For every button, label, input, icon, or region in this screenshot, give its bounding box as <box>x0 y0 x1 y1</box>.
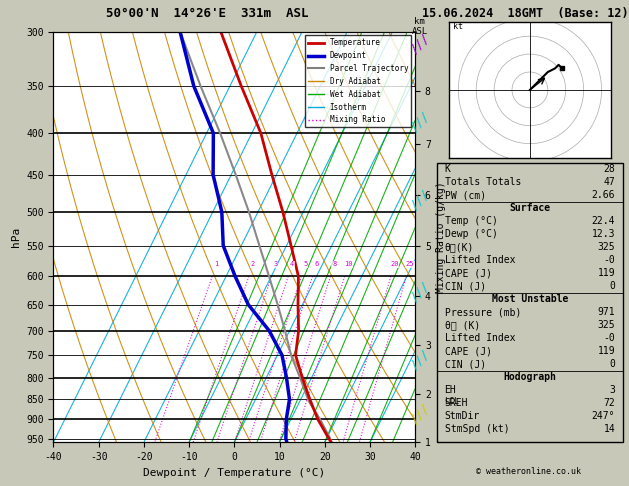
Text: SREH: SREH <box>445 398 468 408</box>
Text: PW (cm): PW (cm) <box>445 190 486 200</box>
Text: 119: 119 <box>598 268 615 278</box>
Text: 22.4: 22.4 <box>592 216 615 226</box>
Text: ///: /// <box>408 109 433 134</box>
Text: Surface: Surface <box>509 203 550 213</box>
Text: 325: 325 <box>598 242 615 252</box>
Text: 14: 14 <box>604 424 615 434</box>
Text: Hodograph: Hodograph <box>503 372 557 382</box>
Text: 247°: 247° <box>592 411 615 421</box>
Text: θᴄ (K): θᴄ (K) <box>445 320 480 330</box>
Text: 2: 2 <box>251 261 255 267</box>
Text: 0: 0 <box>610 359 615 369</box>
Text: Temp (°C): Temp (°C) <box>445 216 498 226</box>
Text: 20: 20 <box>390 261 399 267</box>
Text: 72: 72 <box>604 398 615 408</box>
Text: 971: 971 <box>598 307 615 317</box>
Text: © weatheronline.co.uk: © weatheronline.co.uk <box>476 467 581 476</box>
Text: 2.66: 2.66 <box>592 190 615 200</box>
Text: K: K <box>445 164 450 174</box>
Text: km
ASL: km ASL <box>411 17 428 36</box>
Text: StmSpd (kt): StmSpd (kt) <box>445 424 509 434</box>
Text: Lifted Index: Lifted Index <box>445 255 515 265</box>
Text: 47: 47 <box>604 177 615 187</box>
Text: 50°00'N  14°26'E  331m  ASL: 50°00'N 14°26'E 331m ASL <box>106 7 309 20</box>
Text: Lifted Index: Lifted Index <box>445 333 515 343</box>
Text: 3: 3 <box>274 261 277 267</box>
Text: 10: 10 <box>344 261 353 267</box>
Y-axis label: hPa: hPa <box>11 227 21 247</box>
Text: CIN (J): CIN (J) <box>445 359 486 369</box>
Text: CAPE (J): CAPE (J) <box>445 346 492 356</box>
Text: ///: /// <box>408 401 433 426</box>
Text: Pressure (mb): Pressure (mb) <box>445 307 521 317</box>
Text: 0: 0 <box>610 281 615 291</box>
Text: Totals Totals: Totals Totals <box>445 177 521 187</box>
Text: 15.06.2024  18GMT  (Base: 12): 15.06.2024 18GMT (Base: 12) <box>422 7 628 20</box>
Text: 3: 3 <box>610 385 615 395</box>
Text: 119: 119 <box>598 346 615 356</box>
Text: θᴄ(K): θᴄ(K) <box>445 242 474 252</box>
Text: Most Unstable: Most Unstable <box>492 294 568 304</box>
Text: 6: 6 <box>314 261 318 267</box>
Text: LCL: LCL <box>444 397 459 406</box>
Text: kt: kt <box>453 22 463 31</box>
Text: 25: 25 <box>406 261 414 267</box>
X-axis label: Dewpoint / Temperature (°C): Dewpoint / Temperature (°C) <box>143 468 325 478</box>
Text: Dewp (°C): Dewp (°C) <box>445 229 498 239</box>
Text: 1: 1 <box>214 261 219 267</box>
Text: 325: 325 <box>598 320 615 330</box>
Text: 28: 28 <box>604 164 615 174</box>
Text: ///: /// <box>408 32 433 56</box>
Y-axis label: Mixing Ratio (g/kg): Mixing Ratio (g/kg) <box>437 181 447 293</box>
Text: 5: 5 <box>303 261 308 267</box>
Text: CIN (J): CIN (J) <box>445 281 486 291</box>
Text: -0: -0 <box>604 333 615 343</box>
Text: 4: 4 <box>290 261 294 267</box>
Text: 8: 8 <box>332 261 337 267</box>
Text: ///: /// <box>408 279 433 304</box>
Text: ///: /// <box>408 347 433 372</box>
Text: -0: -0 <box>604 255 615 265</box>
Text: CAPE (J): CAPE (J) <box>445 268 492 278</box>
Text: ///: /// <box>408 187 433 212</box>
Text: 12.3: 12.3 <box>592 229 615 239</box>
Text: StmDir: StmDir <box>445 411 480 421</box>
Text: EH: EH <box>445 385 456 395</box>
Legend: Temperature, Dewpoint, Parcel Trajectory, Dry Adiabat, Wet Adiabat, Isotherm, Mi: Temperature, Dewpoint, Parcel Trajectory… <box>305 35 411 127</box>
